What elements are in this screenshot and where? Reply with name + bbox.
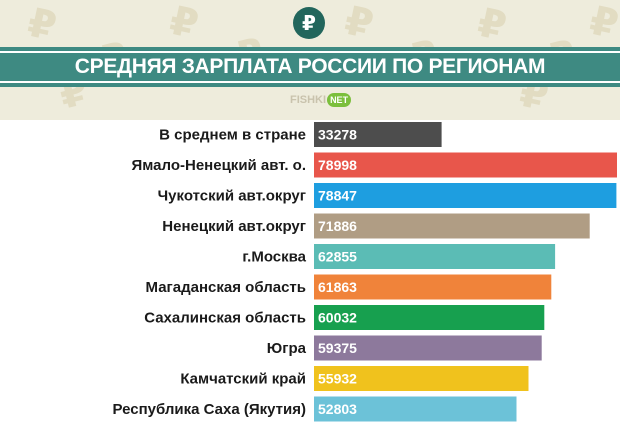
bar	[314, 122, 442, 147]
bar	[314, 183, 617, 208]
category-label: Югра	[267, 340, 307, 357]
bar-row: Магаданская область 61863	[146, 274, 552, 300]
value-label: 78847	[318, 188, 357, 204]
bar	[314, 396, 517, 422]
category-label: Республика Саха (Якутия)	[112, 401, 306, 418]
value-label: 78998	[318, 157, 357, 173]
bar-row: Чукотский авт.округ 78847	[158, 183, 617, 208]
value-label: 61863	[318, 279, 357, 295]
bar-row: Республика Саха (Якутия) 52803	[112, 396, 517, 422]
title-stripe-bottom	[0, 81, 620, 83]
category-label: Магаданская область	[146, 279, 306, 296]
category-label: Камчатский край	[180, 371, 306, 388]
bar-row: Ненецкий авт.округ 71886	[162, 213, 590, 239]
bar-row: В среднем в стране 33278	[159, 122, 442, 147]
bar	[314, 335, 542, 361]
category-label: г.Москва	[242, 249, 306, 266]
chart-title: СРЕДНЯЯ ЗАРПЛАТА РОССИИ ПО РЕГИОНАМ	[74, 55, 546, 78]
category-label: Ямало-Ненецкий авт. о.	[132, 157, 307, 174]
bar-row: Ямало-Ненецкий авт. о. 78998	[132, 152, 617, 178]
bar-row: Сахалинская область 60032	[144, 305, 545, 330]
bar	[314, 244, 556, 269]
value-label: 60032	[318, 310, 357, 326]
bar-row: г.Москва 62855	[242, 244, 556, 269]
ruble-icon: ₽	[293, 7, 325, 39]
title-band: СРЕДНЯЯ ЗАРПЛАТА РОССИИ ПО РЕГИОНАМ	[0, 47, 620, 87]
value-label: 59375	[318, 340, 357, 356]
category-label: Чукотский авт.округ	[158, 188, 306, 205]
category-label: Сахалинская область	[144, 310, 306, 327]
category-label: В среднем в стране	[159, 127, 306, 144]
value-label: 71886	[318, 218, 357, 234]
value-label: 33278	[318, 127, 357, 143]
value-label: 55932	[318, 371, 357, 387]
title-stripe-top	[0, 51, 620, 53]
bar	[314, 305, 545, 330]
bar-row: Югра 59375	[267, 335, 542, 361]
bar	[314, 213, 590, 239]
bar	[314, 366, 529, 391]
category-label: Ненецкий авт.округ	[162, 218, 306, 235]
bar	[314, 152, 617, 178]
source-badge: NET	[327, 93, 352, 107]
value-label: 52803	[318, 401, 357, 417]
source-main-text: FISHKI	[290, 94, 327, 106]
value-label: 62855	[318, 249, 357, 265]
bar	[314, 274, 552, 300]
bar-row: Камчатский край 55932	[180, 366, 529, 391]
source-logo: FISHKI NET	[290, 93, 352, 107]
